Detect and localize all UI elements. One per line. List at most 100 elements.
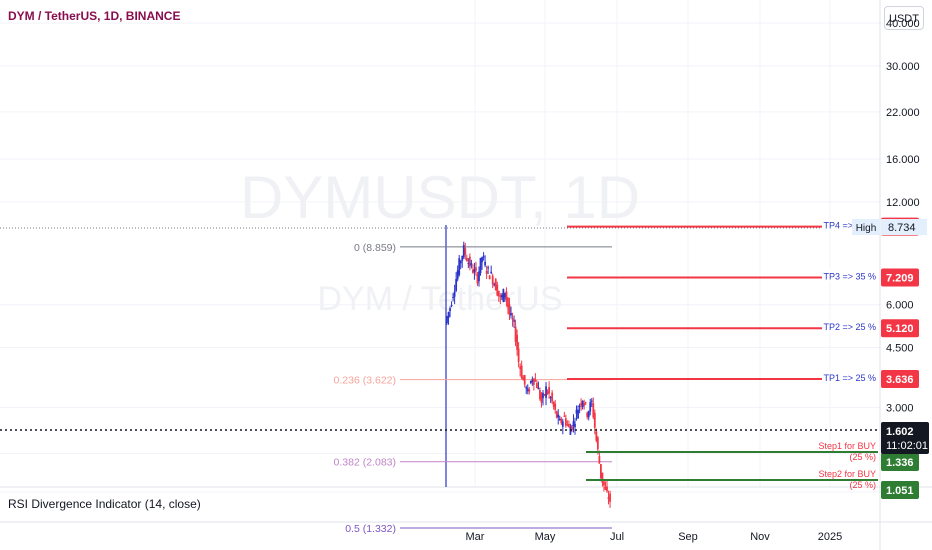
candle-body xyxy=(450,304,453,306)
candle-body xyxy=(542,392,544,399)
candle-body xyxy=(491,275,494,285)
candle-body xyxy=(578,405,581,407)
time-label-0: Mar xyxy=(466,531,485,543)
candle-body xyxy=(464,248,467,255)
current-price-tag: 1.602 11:02:01 xyxy=(881,422,929,454)
candle-body xyxy=(606,486,608,492)
candle-body xyxy=(517,348,520,362)
candle-body xyxy=(500,295,503,298)
candle-body xyxy=(522,377,525,381)
candle-body xyxy=(516,334,518,350)
candle-body xyxy=(568,424,570,427)
watermark-symbol: DYMUSDT, 1D xyxy=(240,164,640,231)
target-label-1: TP3 => 35 % xyxy=(823,271,876,281)
candle-body xyxy=(456,270,459,280)
price-tick-0: 40.000 xyxy=(886,18,920,30)
candle-body xyxy=(557,414,560,418)
candle-body xyxy=(577,409,579,419)
current-price: 1.602 xyxy=(886,426,914,438)
candle-body xyxy=(564,418,567,426)
time-axis[interactable]: Mar May Jul Sep Nov 2025 xyxy=(466,531,843,543)
candle-body xyxy=(446,316,448,323)
candle-body xyxy=(496,284,499,296)
candle-body xyxy=(449,308,451,312)
candle-body xyxy=(531,379,534,383)
candle-body xyxy=(502,289,505,302)
buy-label-0: Step1 for BUY xyxy=(818,441,876,451)
chart-title: DYM / TetherUS, 1D, BINANCE xyxy=(8,9,181,23)
candle-body xyxy=(590,400,593,402)
candle-body xyxy=(499,295,502,298)
candle-body xyxy=(478,271,480,282)
currency-unit-button[interactable]: USDT xyxy=(884,6,924,30)
candle-body xyxy=(575,409,578,414)
candle-body xyxy=(587,411,590,418)
candle-body xyxy=(519,366,522,369)
candle-body xyxy=(494,279,497,291)
candle-body xyxy=(511,318,514,320)
candle-body xyxy=(508,304,511,315)
candle-body xyxy=(485,270,488,274)
candle-body xyxy=(481,257,483,263)
candle-body xyxy=(554,403,557,410)
candle-body xyxy=(493,284,496,286)
high-marker: High 8.734 xyxy=(852,219,927,235)
candle-body xyxy=(555,411,558,418)
candle-body xyxy=(461,255,464,261)
candle-body xyxy=(452,296,454,298)
high-label: High xyxy=(856,223,877,234)
candle-body xyxy=(476,274,479,284)
candle-body xyxy=(514,326,517,342)
indicator-label[interactable]: RSI Divergence Indicator (14, close) xyxy=(8,497,201,511)
candle-body xyxy=(543,394,546,396)
candle-body xyxy=(520,365,523,378)
price-tick-2: 22.000 xyxy=(886,107,920,119)
candle-body xyxy=(458,258,461,275)
price-tick-3: 16.000 xyxy=(886,154,920,166)
price-tick-5: 6.000 xyxy=(886,300,914,312)
candle-body xyxy=(467,263,470,265)
candle-body xyxy=(532,378,535,385)
candle-body xyxy=(470,263,473,266)
candle-body xyxy=(566,424,569,426)
target-label-bg xyxy=(822,370,878,384)
candle-body xyxy=(497,290,500,297)
candle-body xyxy=(609,493,611,502)
fib-label-2: 0.382 (2.083) xyxy=(334,457,396,469)
candle-body xyxy=(539,390,541,400)
target-price-tag xyxy=(881,319,919,338)
fib-label-1: 0.236 (3.622) xyxy=(334,375,396,387)
time-label-1: May xyxy=(535,531,556,543)
candle-body xyxy=(596,437,599,450)
candle-body xyxy=(548,387,550,394)
time-label-4: Nov xyxy=(750,531,770,543)
candle-body xyxy=(580,403,582,406)
time-label-5: 2025 xyxy=(818,531,842,543)
candle-body xyxy=(536,383,538,389)
candle-body xyxy=(572,421,575,426)
candle-body xyxy=(473,269,476,273)
price-tick-7: 3.000 xyxy=(886,403,914,415)
candle-body xyxy=(479,257,482,274)
candle-body xyxy=(526,388,529,392)
candlesticks[interactable] xyxy=(446,241,611,508)
candle-body xyxy=(589,402,592,412)
candle-body xyxy=(534,379,537,382)
buy-pct-1: (25 %) xyxy=(849,480,876,490)
candle-body xyxy=(510,313,512,316)
buy-price-0: 1.336 xyxy=(886,457,914,469)
candle-body xyxy=(549,396,552,398)
candle-body xyxy=(592,403,595,418)
candle-body xyxy=(593,412,596,428)
buy-price-1: 1.051 xyxy=(886,485,914,497)
candle-body xyxy=(563,415,566,417)
buy-pct-0: (25 %) xyxy=(849,452,876,462)
target-label-0: TP4 => 15 % xyxy=(823,221,876,231)
candle-body xyxy=(529,381,532,383)
buy-price-tag xyxy=(881,481,919,499)
candle-body xyxy=(490,271,493,274)
candle-body xyxy=(504,292,506,298)
